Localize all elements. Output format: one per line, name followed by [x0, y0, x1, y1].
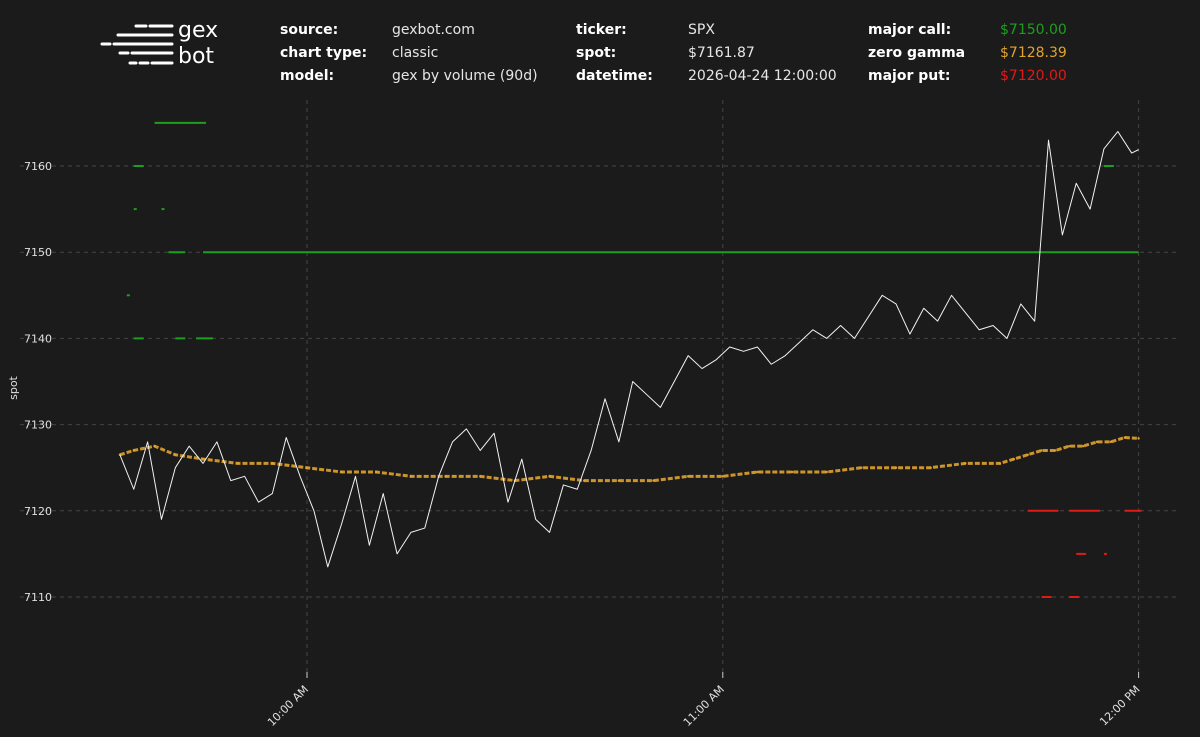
info-labels-col2: ticker: spot: datetime: — [576, 19, 653, 88]
zero-gamma-point — [1109, 440, 1113, 444]
y-tick-label: 7120 — [24, 505, 52, 518]
major-put-label: major put: — [868, 68, 951, 84]
zero-gamma-point — [894, 466, 898, 469]
zero-gamma-value: $7128.39 — [1000, 45, 1067, 61]
zero-gamma-point — [444, 475, 447, 478]
zero-gamma-point — [790, 470, 794, 474]
info-labels-col3: major call: zero gamma major put: — [868, 19, 965, 88]
source-value: gexbot.com — [392, 22, 475, 38]
zero-gamma-point — [409, 475, 413, 478]
zero-gamma-point — [174, 453, 177, 456]
ticker-value: SPX — [688, 22, 715, 38]
zero-gamma-point — [860, 466, 863, 469]
y-tick-label: 7150 — [24, 246, 52, 259]
x-tick-label: 11:00 AM — [681, 683, 727, 729]
zero-gamma-point — [1137, 437, 1140, 440]
logo-text-bot: bot — [178, 44, 215, 69]
zero-gamma-point — [305, 466, 309, 469]
zero-gamma-point — [479, 475, 482, 478]
axes: 7110 7120 7130 7140 7150 7160 10:00 AM 11:00 AM… — [7, 160, 1143, 729]
y-tick-label: 7130 — [24, 419, 52, 432]
ticker-label: ticker: — [576, 22, 627, 38]
zero-gamma-point — [1081, 444, 1085, 448]
major-put-value: $7120.00 — [1000, 68, 1067, 84]
zero-gamma-point — [1054, 449, 1057, 452]
info-values-col3: $7150.00 $7128.39 $7120.00 — [1000, 19, 1067, 88]
major-call-label: major call: — [868, 22, 952, 38]
zero-gamma-point — [929, 466, 932, 469]
spot-line — [119, 131, 1139, 568]
datetime-value: 2026-04-24 12:00:00 — [688, 68, 837, 84]
zero-gamma-point — [375, 470, 378, 474]
datetime-label: datetime: — [576, 68, 653, 84]
zero-gamma-point — [756, 470, 759, 474]
zero-gamma-point — [1095, 440, 1099, 444]
zero-gamma-point — [1040, 449, 1043, 452]
spot-series — [119, 131, 1139, 568]
major-call-value: $7150.00 — [1000, 22, 1067, 38]
zero-gamma-point — [132, 449, 135, 452]
zero-gamma-point — [153, 444, 156, 448]
zero-gamma-point — [617, 479, 621, 482]
zero-gamma-point — [652, 479, 655, 482]
source-label: source: — [280, 22, 339, 38]
logo-text-gex: gex — [178, 18, 219, 43]
zero-gamma-line — [119, 436, 1139, 483]
model-label: model: — [280, 68, 335, 84]
spot-value: $7161.87 — [688, 45, 755, 61]
zero-gamma-point — [1123, 436, 1126, 439]
zero-gamma-point — [271, 462, 274, 465]
zero-gamma-label: zero gamma — [868, 45, 966, 61]
zero-gamma-point — [583, 479, 586, 482]
chart-type-value: classic — [392, 45, 439, 61]
spot-label: spot: — [576, 45, 617, 61]
y-axis-label: spot — [7, 375, 20, 399]
grid — [20, 100, 1180, 672]
chart-type-label: chart type: — [280, 45, 368, 61]
zero-gamma-point — [201, 457, 205, 461]
zero-gamma-point — [340, 470, 343, 474]
zero-gamma-point — [1026, 453, 1029, 456]
zero-gamma-point — [236, 462, 239, 465]
x-tick-label: 10:00 AM — [265, 683, 311, 729]
zero-gamma-series — [118, 436, 1140, 483]
zero-gamma-point — [825, 470, 828, 474]
model-value: gex by volume (90d) — [392, 68, 538, 84]
put-levels — [1027, 509, 1142, 598]
zero-gamma-point — [548, 475, 551, 478]
info-values-col1: gexbot.com classic gex by volume (90d) — [392, 19, 538, 88]
gexbot-logo — [100, 24, 174, 65]
y-tick-label: 7110 — [24, 591, 52, 604]
info-values-col2: SPX $7161.87 2026-04-24 12:00:00 — [688, 19, 837, 88]
zero-gamma-point — [1068, 444, 1071, 448]
y-tick-label: 7160 — [24, 160, 52, 173]
info-labels-col1: source: chart type: model: — [280, 19, 367, 88]
zero-gamma-point — [686, 475, 690, 478]
zero-gamma-point — [998, 462, 1002, 465]
call-levels — [126, 121, 1139, 340]
zero-gamma-point — [1012, 457, 1016, 461]
y-tick-label: 7140 — [24, 332, 52, 345]
zero-gamma-point — [964, 462, 967, 465]
zero-gamma-point — [721, 475, 724, 478]
x-tick-label: 12:00 PM — [1097, 683, 1142, 728]
